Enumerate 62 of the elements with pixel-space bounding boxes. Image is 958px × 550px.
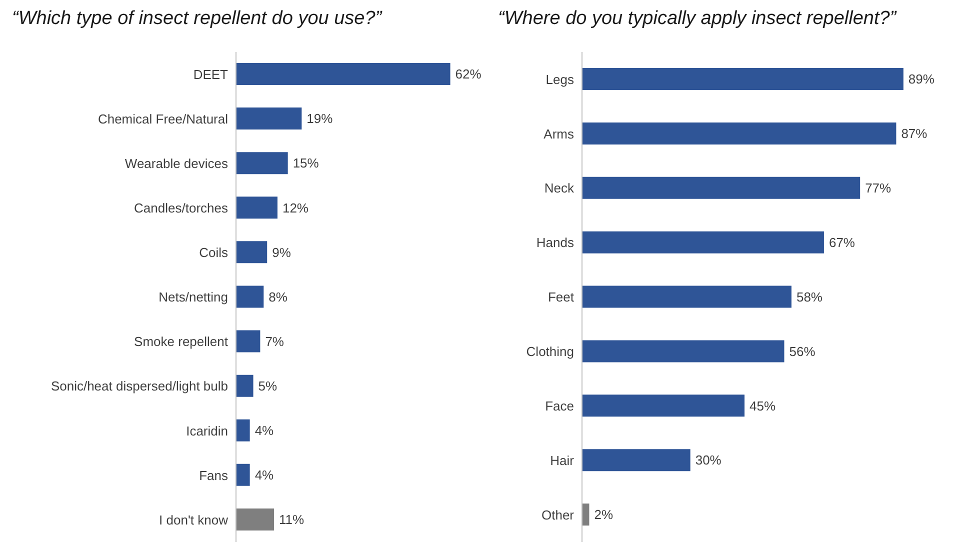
y-tick-label: Wearable devices [124, 156, 228, 171]
data-label: 12% [282, 200, 309, 216]
chart-title: “Which type of insect repellent do you use?” [11, 8, 384, 31]
data-label: 56% [789, 344, 816, 359]
data-label: 19% [306, 111, 334, 126]
y-tick-label: Clothing [526, 344, 574, 360]
bar [236, 508, 274, 530]
data-label: 89% [908, 72, 935, 87]
bar [582, 449, 690, 472]
bar [582, 394, 745, 417]
bar [582, 176, 860, 199]
bar [236, 241, 268, 264]
bar [582, 504, 590, 526]
y-tick-label: Face [545, 398, 574, 414]
bar [582, 340, 784, 362]
y-tick-label: I don't know [159, 512, 229, 528]
y-tick-label: Coils [199, 245, 228, 260]
y-tick-label: Legs [546, 72, 574, 87]
y-tick-label: Arms [544, 126, 574, 142]
data-label: 8% [268, 289, 288, 304]
bar [236, 196, 278, 219]
y-tick-label: Chemical Free/Natural [98, 111, 228, 126]
bar [582, 231, 824, 254]
data-label: 4% [254, 468, 274, 483]
y-tick-label: Hair [550, 452, 575, 468]
y-tick-label: Fans [199, 468, 228, 483]
data-label: 2% [594, 507, 614, 522]
data-label: 77% [865, 180, 892, 196]
y-tick-label: Candles/torches [134, 200, 228, 216]
bar [236, 152, 288, 174]
data-label: 30% [695, 452, 722, 468]
data-label: 7% [265, 334, 284, 349]
data-label: 67% [828, 234, 856, 250]
bar [236, 330, 260, 352]
y-tick-label: Smoke repellent [134, 334, 228, 350]
bar [236, 286, 264, 308]
data-label: 5% [258, 378, 278, 394]
data-label: 4% [254, 422, 274, 438]
y-tick-label: Feet [548, 290, 574, 305]
y-tick-label: Other [541, 507, 575, 522]
y-tick-label: Sonic/heat dispersed/light bulb [50, 378, 228, 394]
data-label: 45% [750, 398, 776, 414]
y-tick-label: Neck [544, 180, 574, 196]
bar [236, 108, 302, 130]
bar [582, 68, 904, 90]
data-label: 62% [455, 66, 482, 82]
y-tick-label: DEET [193, 66, 228, 82]
bar [236, 374, 254, 397]
bar [236, 63, 450, 85]
bar [236, 419, 250, 442]
y-tick-label: Nets/netting [158, 290, 228, 305]
data-label: 15% [292, 156, 320, 171]
bar [582, 122, 896, 144]
chart-title: “Where do you typically apply insect repellent?” [497, 8, 898, 31]
y-tick-label: Hands [536, 235, 574, 250]
data-label: 11% [279, 512, 305, 528]
data-label: 58% [796, 289, 823, 304]
y-tick-label: Icaridin [186, 423, 228, 438]
bar [582, 286, 792, 308]
bar [236, 464, 250, 486]
data-label: 87% [901, 126, 928, 142]
data-label: 9% [272, 244, 292, 260]
